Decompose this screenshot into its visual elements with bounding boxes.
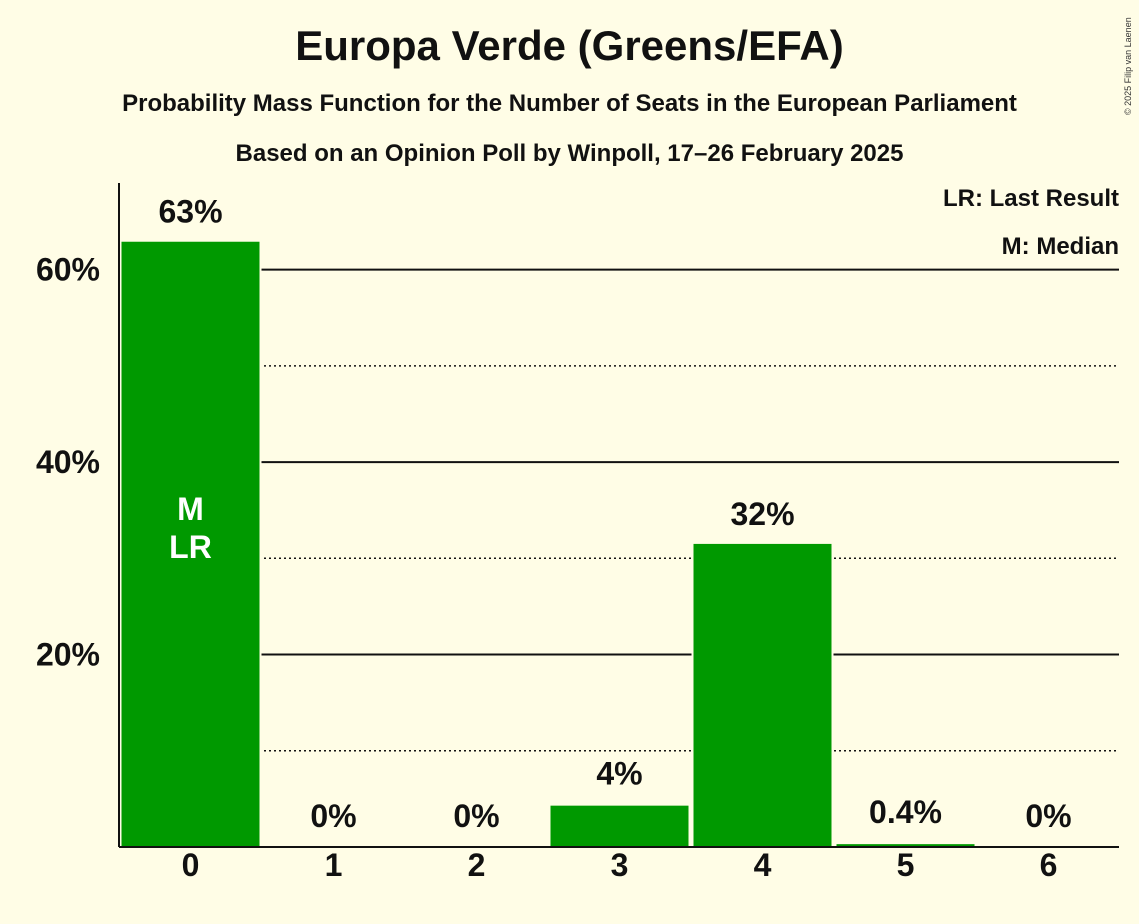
legend-median: M: Median bbox=[1001, 233, 1119, 260]
x-tick-label: 0 bbox=[182, 847, 200, 883]
x-tick-label: 5 bbox=[897, 847, 915, 883]
bar-annotation: M bbox=[177, 491, 204, 527]
value-label: 0% bbox=[1025, 798, 1071, 834]
bar bbox=[119, 239, 262, 848]
x-tick-label: 1 bbox=[325, 847, 343, 883]
bar bbox=[548, 803, 691, 848]
value-label: 0% bbox=[310, 798, 356, 834]
value-label: 4% bbox=[596, 756, 642, 792]
x-tick-label: 6 bbox=[1040, 847, 1058, 883]
chart-source: Based on an Opinion Poll by Winpoll, 17–… bbox=[235, 140, 904, 167]
value-label: 63% bbox=[158, 194, 222, 230]
chart-title: Europa Verde (Greens/EFA) bbox=[295, 22, 844, 69]
x-tick-label: 2 bbox=[468, 847, 486, 883]
x-tick-label: 3 bbox=[611, 847, 629, 883]
value-label: 0.4% bbox=[869, 794, 942, 830]
legend-last-result: LR: Last Result bbox=[942, 185, 1119, 212]
value-label: 32% bbox=[730, 496, 794, 532]
chart-subtitle: Probability Mass Function for the Number… bbox=[122, 90, 1017, 117]
bar bbox=[691, 541, 834, 848]
bar-annotation: LR bbox=[169, 529, 212, 565]
x-tick-label: 4 bbox=[754, 847, 772, 883]
y-tick-label: 40% bbox=[36, 444, 100, 480]
y-tick-label: 20% bbox=[36, 637, 100, 673]
value-label: 0% bbox=[453, 798, 499, 834]
y-tick-label: 60% bbox=[36, 252, 100, 288]
